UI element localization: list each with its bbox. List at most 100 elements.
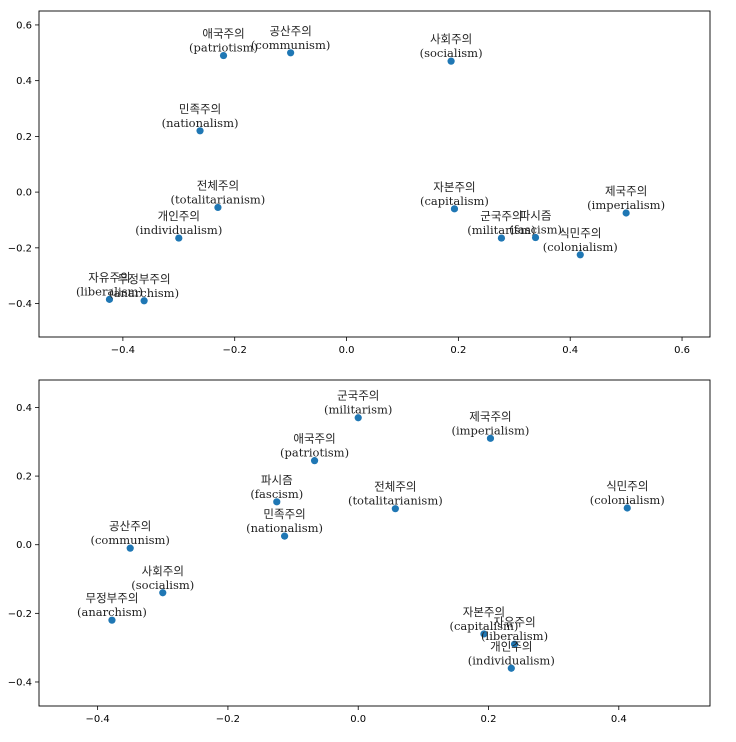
scatter-point — [480, 630, 488, 638]
point-label-english: (anarchism) — [77, 605, 147, 619]
point-label-korean: 무정부주의 — [86, 591, 139, 605]
x-tick-label: 0.4 — [562, 345, 578, 356]
scatter-point — [622, 209, 630, 217]
point-label-korean: 제국주의 — [605, 184, 647, 198]
scatter-point — [447, 57, 455, 65]
point-label-korean: 제국주의 — [469, 409, 511, 423]
scatter-point — [507, 664, 515, 672]
point-label-korean: 애국주의 — [293, 432, 335, 446]
point-label-english: (patriotism) — [280, 446, 349, 460]
point-label-korean: 식민주의 — [559, 226, 601, 240]
point-label-korean: 군국주의 — [480, 209, 522, 223]
point-label-english: (capitalism) — [449, 619, 518, 633]
scatter-point — [623, 504, 631, 512]
point-label-english: (anarchism) — [109, 286, 179, 300]
x-tick-label: 0.4 — [611, 714, 627, 725]
point-label-korean: 자본주의 — [463, 605, 505, 619]
x-tick-label: 0.2 — [481, 714, 497, 725]
x-tick-label: −0.2 — [216, 714, 240, 725]
y-tick-label: 0.2 — [16, 132, 32, 143]
scatter-point — [354, 414, 362, 422]
y-tick-label: −0.2 — [8, 609, 32, 620]
point-label-english: (communism) — [251, 38, 330, 52]
point-label-english: (totalitarianism) — [348, 494, 443, 508]
scatter-point — [196, 127, 204, 135]
chart-panel-top: −0.4 −0.2 0.0 0.2 0.4 0.6 −0.4 −0.2 0.0 0.2 0.4 0.6… — [8, 10, 711, 356]
scatter-point — [105, 295, 114, 303]
point-label-english: (nationalism) — [246, 521, 323, 535]
point-label-korean: 전체주의 — [197, 178, 239, 192]
point-label-korean: 자유주의 — [493, 615, 535, 629]
point-label-english: (socialism) — [131, 578, 194, 592]
point-label-english: (totalitarianism) — [171, 192, 266, 206]
point-label-korean: 민족주의 — [179, 102, 221, 116]
x-tick-label: 0.6 — [674, 345, 690, 356]
point-label-korean: 파시즘 — [261, 473, 293, 487]
scatter-point — [450, 205, 459, 213]
scatter-point — [140, 297, 148, 305]
plot-area-frame — [38, 379, 711, 707]
scatter-point — [219, 51, 228, 60]
point-label-english: (colonialism) — [590, 493, 665, 507]
scatter-point — [280, 532, 289, 540]
point-label-english: (fascism) — [509, 223, 562, 237]
x-tick-label: 0.0 — [350, 714, 366, 725]
point-label-english: (imperialism) — [587, 198, 665, 212]
y-tick-label: 0.4 — [16, 403, 32, 414]
point-label-korean: 공산주의 — [109, 519, 151, 533]
point-label-english: (colonialism) — [543, 240, 618, 254]
scatter-point — [497, 234, 506, 242]
scatter-point — [108, 616, 116, 624]
point-label-english: (militarism) — [324, 403, 392, 417]
scatter-point — [576, 251, 584, 259]
x-tick-label: 0.0 — [339, 345, 355, 356]
scatter-point — [391, 505, 399, 513]
point-label-korean: 개인주의 — [158, 209, 200, 223]
point-label-english: (capitalism) — [420, 194, 489, 208]
point-label-english: (individualism) — [135, 223, 222, 237]
y-tick-label: 0.6 — [16, 20, 32, 31]
point-label-korean: 무정부주의 — [118, 272, 171, 286]
y-tick-label: 0.0 — [16, 540, 32, 551]
point-label-korean: 자유주의 — [88, 270, 130, 284]
plot-area-frame — [38, 10, 711, 338]
point-label-korean: 사회주의 — [430, 32, 472, 46]
scatter-point — [531, 233, 540, 242]
point-label-english: (communism) — [90, 533, 169, 547]
point-label-english: (individualism) — [468, 653, 555, 667]
y-tick-label: 0.4 — [16, 76, 32, 87]
point-label-english: (patriotism) — [189, 41, 258, 55]
x-tick-label: −0.4 — [111, 345, 135, 356]
point-label-korean: 전체주의 — [374, 480, 416, 494]
scatter-point — [273, 498, 281, 506]
x-tick-label: 0.2 — [450, 345, 466, 356]
point-label-english: (fascism) — [250, 487, 303, 501]
chart-panel-bottom: −0.4 −0.2 0.0 0.2 0.4 −0.4 −0.2 0.0 0.2 0.4 군국주의(m… — [8, 379, 711, 725]
x-tick-label: −0.2 — [223, 345, 247, 356]
point-label-korean: 민족주의 — [263, 507, 305, 521]
scatter-point — [175, 234, 183, 242]
point-label-english: (socialism) — [420, 46, 483, 60]
point-label-korean: 애국주의 — [202, 27, 244, 41]
point-label-korean: 개인주의 — [490, 639, 532, 653]
point-label-korean: 자본주의 — [433, 180, 475, 194]
point-label-korean: 군국주의 — [337, 389, 379, 403]
point-label-korean: 공산주의 — [269, 24, 311, 38]
point-label-english: (liberalism) — [76, 284, 143, 298]
y-tick-label: 0.0 — [16, 188, 32, 199]
point-label-korean: 식민주의 — [606, 479, 648, 493]
y-tick-label: −0.2 — [8, 243, 32, 254]
point-label-english: (imperialism) — [451, 423, 529, 437]
point-label-english: (liberalism) — [481, 629, 548, 643]
scatter-point — [126, 544, 134, 552]
scatter-point — [310, 457, 319, 465]
point-label-korean: 파시즘 — [520, 209, 552, 223]
x-tick-label: −0.4 — [85, 714, 109, 725]
y-tick-label: 0.2 — [16, 472, 32, 483]
scatter-point — [287, 49, 295, 57]
y-tick-label: −0.4 — [8, 677, 32, 688]
point-label-english: (militarism) — [467, 223, 535, 237]
scatter-point — [510, 640, 519, 648]
